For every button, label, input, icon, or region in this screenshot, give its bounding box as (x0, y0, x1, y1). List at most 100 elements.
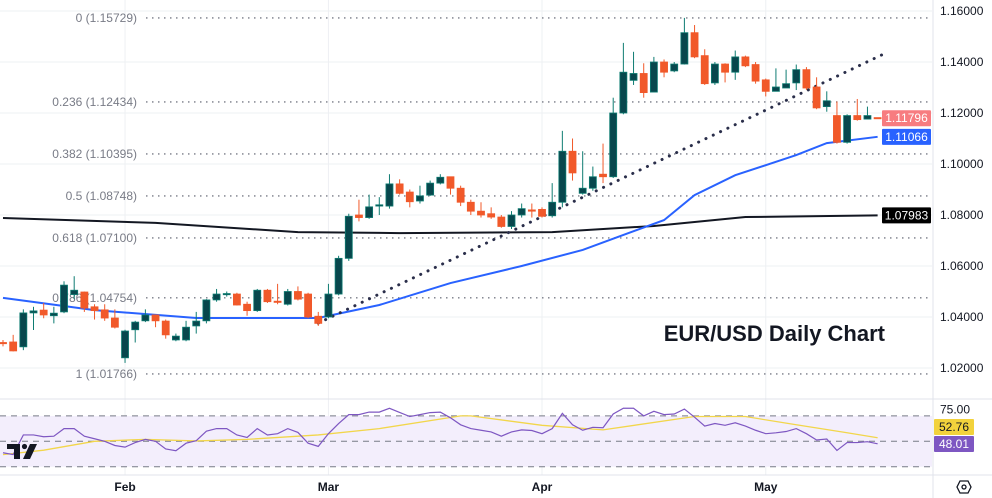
badge-bg (882, 128, 931, 145)
candle-body (741, 56, 750, 67)
candle-body (283, 291, 292, 305)
candle-body (782, 83, 790, 89)
candle-body (619, 71, 628, 114)
rsi-ma-line (2, 415, 878, 456)
candle-body (121, 330, 129, 359)
candle-body (853, 115, 862, 121)
candle-body (19, 312, 28, 348)
price-tick-label: 1.04000 (940, 310, 984, 324)
badge-label: 48.01 (939, 437, 969, 451)
candle-body (822, 100, 831, 108)
badge-bg (934, 436, 974, 452)
candle-body (70, 289, 79, 295)
fib-label: 0 (1.15729) (76, 11, 137, 25)
candle-body (222, 293, 231, 296)
candle-body (263, 289, 272, 303)
month-label: Apr (532, 480, 553, 494)
candle-body (578, 187, 587, 194)
candle-body (670, 63, 679, 72)
candle-body (141, 314, 150, 322)
fibonacci-levels: 0 (1.15729) 0.236 (1.12434) 0.382 (1.10395… (52, 11, 930, 381)
candle-body (873, 117, 882, 120)
candle-body (100, 309, 109, 319)
candle-body (843, 115, 852, 143)
candle-body (436, 176, 445, 184)
fib-label: 1 (1.01766) (76, 367, 137, 381)
candle-body (161, 320, 170, 336)
candle-body (772, 86, 780, 92)
candle-body (243, 303, 251, 312)
candle-body (171, 335, 180, 341)
candle-body (192, 320, 201, 327)
settings-icon[interactable] (956, 480, 972, 494)
candle-body (304, 293, 313, 318)
price-badge: 1.11066 (882, 128, 931, 145)
price-badge: 52.76 (934, 419, 974, 435)
price-tick-label: 1.02000 (940, 361, 984, 375)
candle-body (29, 310, 38, 314)
rsi-tick-label: 75.00 (940, 403, 970, 417)
candle-body (60, 284, 68, 313)
candle-body (812, 86, 821, 109)
badge-label: 52.76 (939, 420, 969, 434)
fib-label: 0.5 (1.08748) (66, 189, 137, 203)
candle-body (344, 215, 353, 259)
ma200-line (2, 214, 878, 235)
candle-body (324, 293, 333, 318)
candle-body (49, 312, 58, 317)
candle-body (294, 291, 302, 300)
month-label: May (754, 480, 778, 494)
candle-body (558, 150, 567, 203)
candle-body (548, 201, 557, 217)
candle-body (792, 69, 801, 84)
candle-body (314, 315, 323, 324)
candle-body (182, 326, 190, 341)
badge-label: 1.07983 (885, 208, 929, 222)
candle-body (731, 56, 740, 73)
rsi-pane: 75.00 (0, 403, 970, 468)
candle-body (395, 183, 404, 194)
candle-body (568, 150, 577, 174)
candle-body (527, 209, 536, 212)
candle-body (466, 201, 475, 212)
candle-body (0, 342, 7, 345)
fib-label: 0.618 (1.07100) (52, 231, 137, 245)
candle-body (538, 208, 546, 217)
price-badge: 1.11796 (882, 110, 931, 127)
candle-body (253, 289, 262, 312)
candle-body (385, 183, 394, 207)
moving-averages (2, 50, 890, 325)
candle-body (202, 299, 211, 322)
candle-body (761, 79, 770, 92)
month-label: Mar (318, 480, 340, 494)
candle-body (639, 73, 648, 93)
candle-body (9, 341, 18, 352)
fib-label: 0.236 (1.12434) (52, 95, 137, 109)
badge-label: 1.11066 (885, 130, 928, 144)
badge-label: 1.11796 (885, 111, 928, 125)
candle-body (711, 63, 719, 84)
price-tick-label: 1.16000 (940, 4, 984, 18)
price-badge: 48.01 (934, 436, 974, 452)
rsi-line (2, 407, 878, 456)
tradingview-logo (7, 443, 37, 459)
badge-bg (934, 419, 974, 435)
candle-body (660, 61, 668, 73)
candle-body (151, 314, 160, 322)
candle-body (599, 173, 607, 178)
price-tick-label: 1.10000 (940, 157, 984, 171)
price-tick-label: 1.12000 (940, 106, 984, 120)
candle-body (355, 214, 363, 218)
candle-body (375, 204, 384, 207)
candle-body (90, 306, 99, 312)
candle-body (426, 182, 435, 196)
candle-body (405, 191, 414, 203)
price-tick-label: 1.06000 (940, 259, 984, 273)
candle-body (212, 293, 221, 301)
candle-body (680, 32, 689, 65)
candle-body (629, 73, 638, 81)
price-axis[interactable]: 1.16000 1.14000 1.12000 1.10000 1.08000 1.060… (114, 4, 983, 494)
candle-body (477, 210, 485, 216)
ma50-line (2, 135, 878, 320)
